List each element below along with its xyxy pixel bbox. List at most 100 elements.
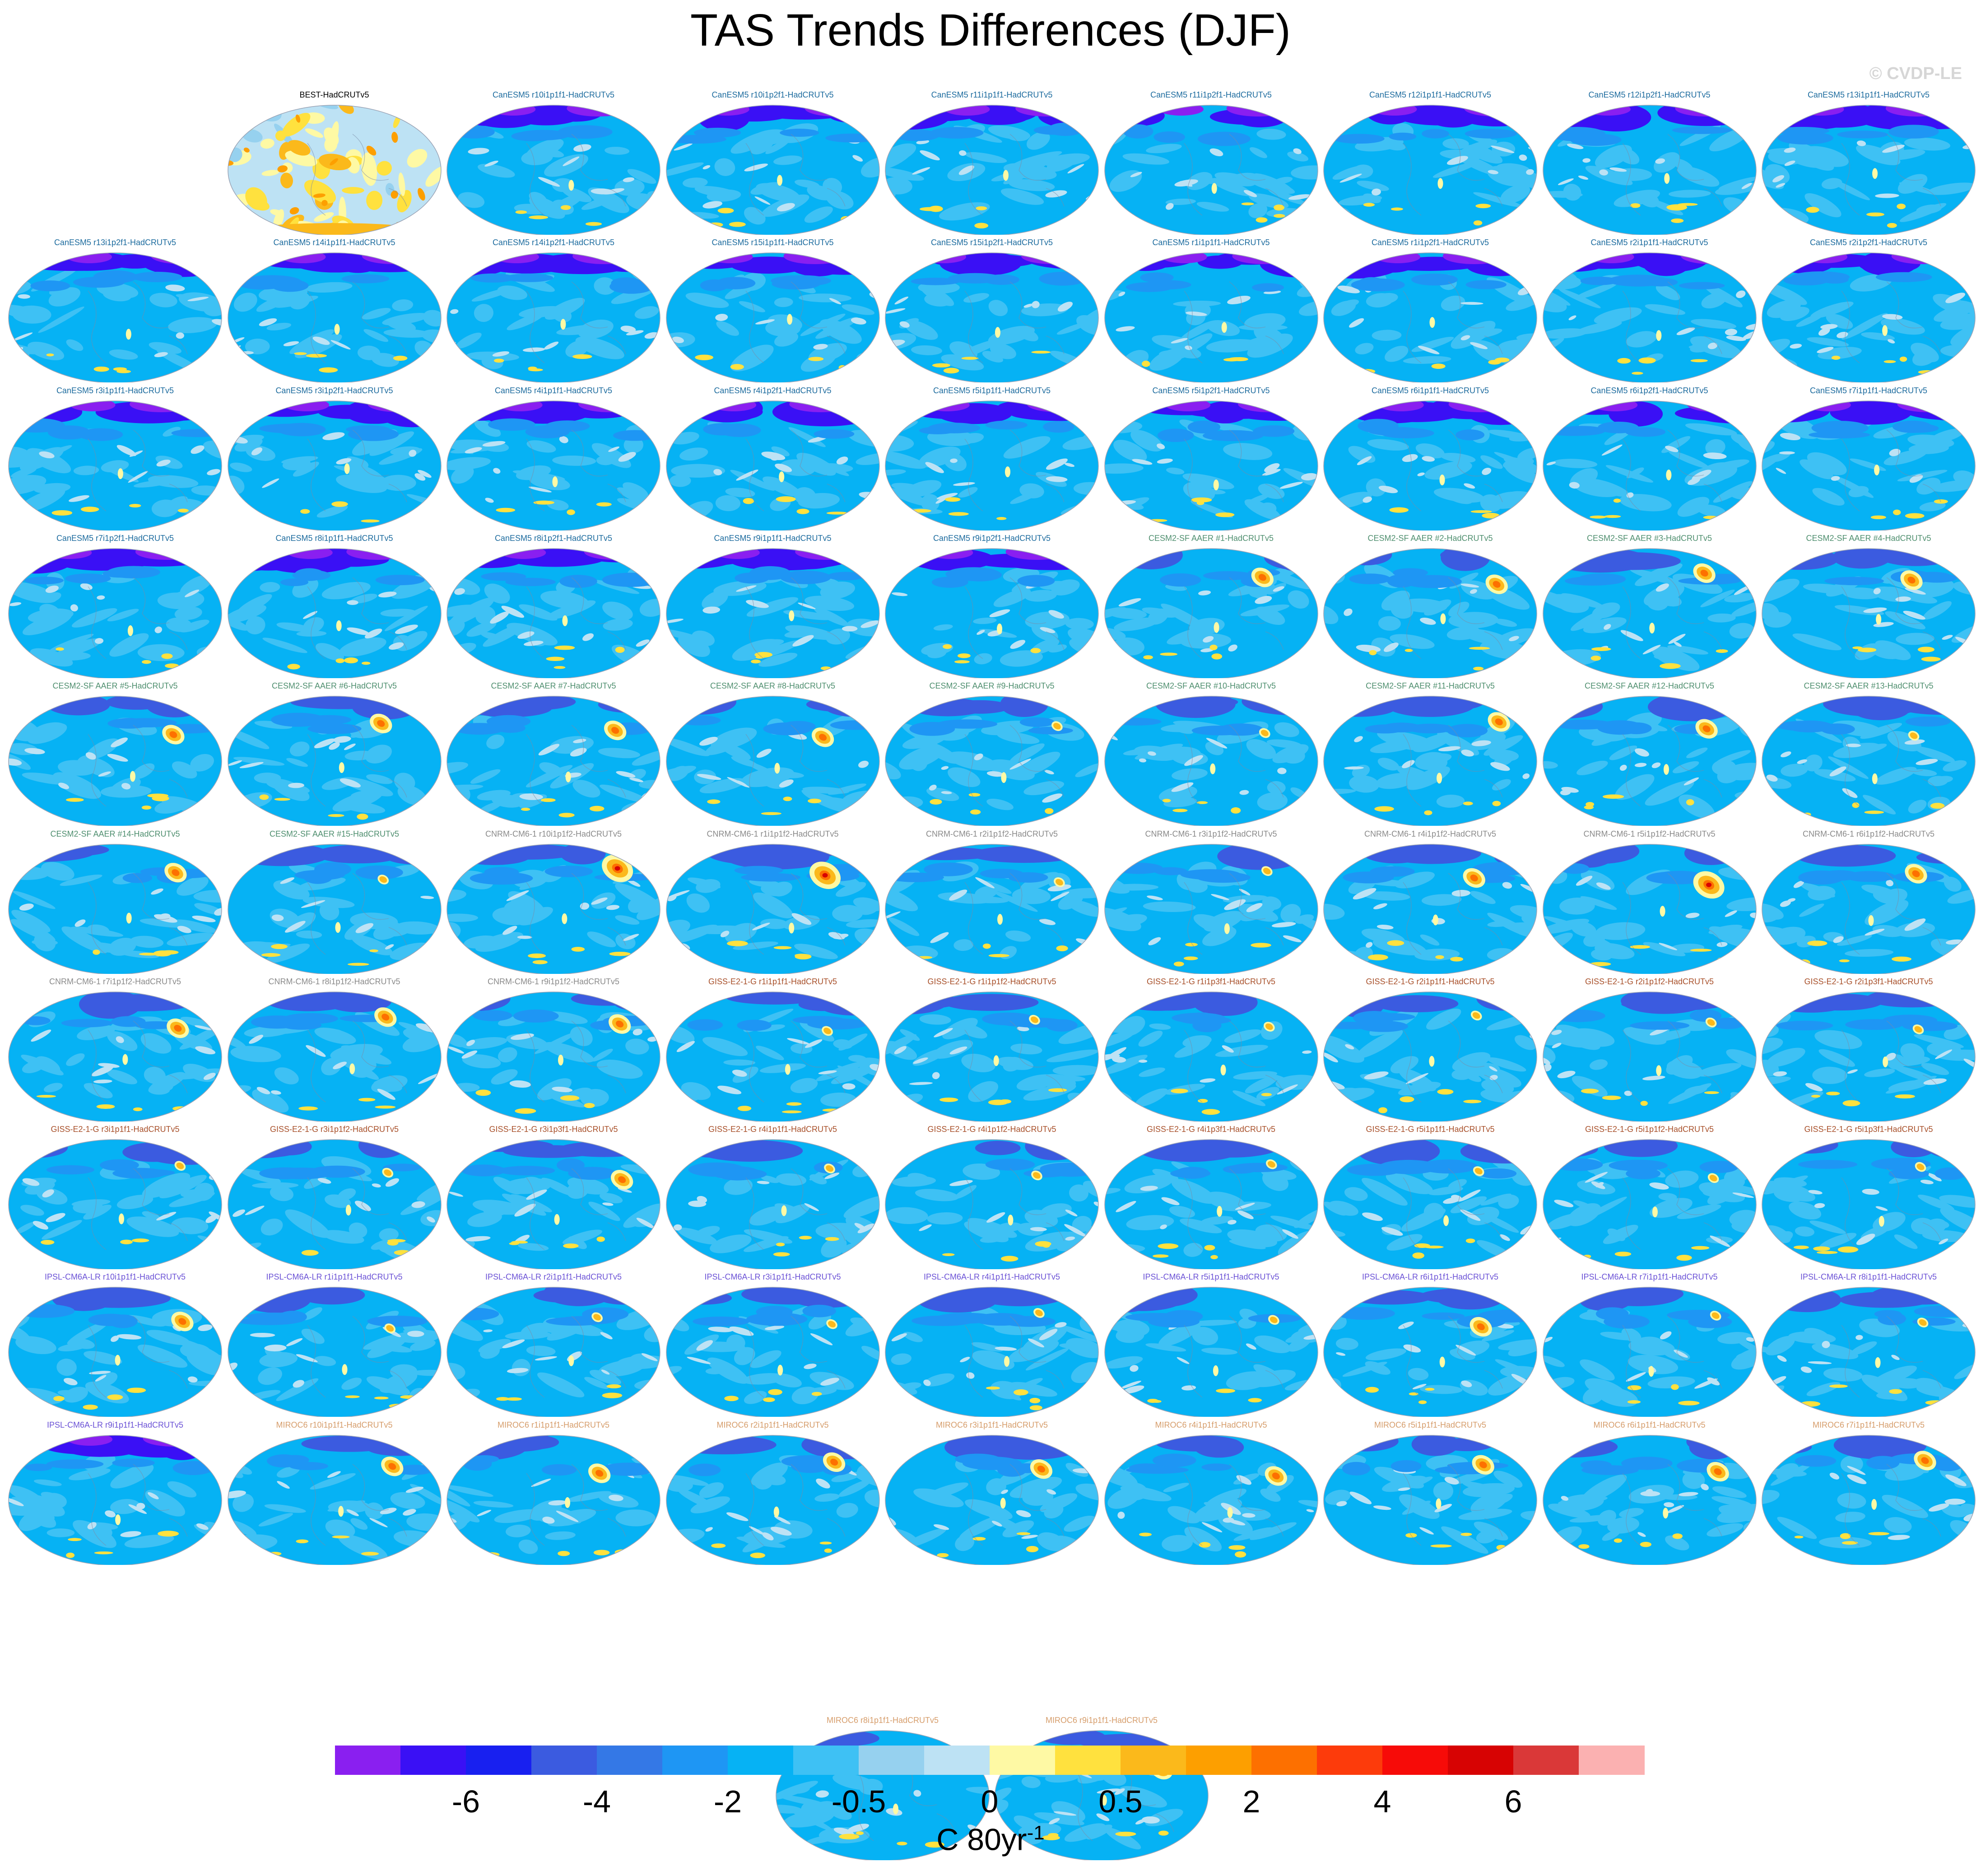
light-anomaly-patch (327, 1500, 365, 1512)
southern-warm-spot (1465, 1238, 1475, 1243)
light-anomaly-patch (1440, 452, 1476, 463)
light-anomaly-patch (1009, 1382, 1057, 1397)
map-panel: GISS-E2-1-G r3i1p1f1-HadCRUTv5 (8, 1125, 222, 1270)
light-anomaly-patch (1056, 323, 1087, 335)
midlat-cool-patch (1358, 419, 1399, 433)
near-zero-patch (280, 877, 294, 884)
midlat-cool-patch (1446, 724, 1488, 738)
light-anomaly-patch (1179, 1218, 1222, 1234)
near-zero-patch (1122, 1385, 1144, 1394)
midlat-cool-patch (504, 274, 553, 283)
midlat-cool-patch (1777, 131, 1833, 144)
light-anomaly-patch (709, 1234, 752, 1253)
near-zero-patch (1482, 467, 1492, 475)
panel-title: CNRM-CM6-1 r4i1p1f2-HadCRUTv5 (1364, 829, 1497, 838)
tropical-warm-spot (1209, 763, 1215, 775)
tropical-warm-spot (1872, 773, 1878, 785)
robinson-map (1542, 400, 1757, 531)
light-anomaly-patch (394, 773, 415, 791)
panel-title: GISS-E2-1-G r5i1p3f1-HadCRUTv5 (1804, 1125, 1933, 1134)
arctic-cold-patch (1419, 1288, 1525, 1304)
map-border (1542, 105, 1757, 235)
tropical-warm-spot (1660, 905, 1665, 917)
southern-warm-spot (129, 503, 141, 507)
light-anomaly-patch (26, 448, 71, 473)
southern-warm-spot (724, 1396, 739, 1401)
midlat-cool-patch (802, 1305, 836, 1317)
light-anomaly-patch (11, 909, 51, 932)
light-anomaly-patch (1124, 1174, 1174, 1194)
near-zero-patch (764, 1326, 784, 1331)
colorbar-box (859, 1746, 925, 1775)
light-anomaly-patch (857, 1390, 879, 1404)
southern-warm-spot (1450, 956, 1463, 962)
near-zero-patch (702, 165, 710, 169)
map-border (665, 252, 880, 383)
light-anomaly-patch (1781, 763, 1808, 777)
near-zero-patch (1905, 587, 1926, 595)
light-anomaly-patch (447, 439, 497, 452)
near-zero-patch (591, 897, 608, 905)
tropical-warm-spot (127, 625, 133, 636)
map-border (1762, 1287, 1976, 1417)
figure-title: TAS Trends Differences (DJF) (690, 5, 1291, 56)
light-anomaly-patch (1254, 1336, 1291, 1354)
near-zero-patch (1882, 314, 1903, 320)
light-anomaly-patch (446, 1540, 461, 1551)
tropical-warm-spot (893, 1803, 898, 1815)
coastline (1841, 281, 1941, 363)
near-zero-patch (542, 1516, 555, 1524)
southern-warm-spot (754, 652, 772, 658)
southern-warm-spot (585, 222, 602, 226)
tropical-warm-spot (1436, 1498, 1442, 1509)
map-panel: CanESM5 r3i1p2f1-HadCRUTv5 (227, 386, 442, 531)
near-zero-patch (1800, 1366, 1812, 1373)
hot-core (1037, 1465, 1046, 1472)
light-anomaly-patch (1904, 137, 1950, 151)
near-zero-patch (385, 944, 394, 950)
light-anomaly-patch (973, 617, 997, 624)
midlat-cool-patch (112, 1458, 155, 1467)
light-anomaly-patch (1024, 590, 1057, 602)
warm-core (1709, 1175, 1717, 1182)
light-anomaly-patch (1467, 1206, 1499, 1225)
near-zero-patch (1349, 1491, 1372, 1504)
southern-warm-spot (968, 793, 981, 797)
light-anomaly-patch (84, 1083, 113, 1099)
coastline (745, 1464, 846, 1546)
near-zero-patch (538, 177, 560, 187)
light-anomaly-patch (266, 780, 310, 794)
southern-warm-spot (1170, 1088, 1188, 1094)
near-zero-patch (128, 1504, 147, 1514)
southern-warm-spot (331, 501, 348, 507)
southern-warm-spot (602, 1392, 623, 1399)
light-anomaly-patch (783, 610, 834, 620)
light-anomaly-patch (1376, 773, 1415, 789)
near-zero-patch (63, 1378, 78, 1386)
map-panel-grid: BEST-HadCRUTv5 CanESM5 r10i1p1f1-HadCRUTv… (8, 90, 1976, 1861)
light-anomaly-patch (1423, 1203, 1444, 1221)
light-anomaly-patch (1482, 1330, 1515, 1341)
tropical-warm-spot (118, 1213, 124, 1224)
near-zero-patch (276, 1480, 290, 1489)
near-zero-patch (42, 1189, 54, 1198)
arctic-cold-patch (1581, 105, 1651, 132)
warm-core (825, 1165, 833, 1172)
near-zero-patch (1349, 318, 1364, 328)
light-anomaly-patch (541, 1178, 575, 1196)
southern-warm-spot (301, 1250, 319, 1256)
midlat-cool-patch (772, 278, 820, 290)
southern-warm-spot (1864, 810, 1884, 814)
light-anomaly-patch (365, 745, 392, 764)
robinson-map (1542, 548, 1757, 678)
coastline (1841, 1316, 1941, 1398)
panel-title: CanESM5 r3i1p1f1-HadCRUTv5 (56, 386, 174, 395)
southern-warm-spot (970, 810, 981, 815)
panel-title: CESM2-SF AAER #5-HadCRUTv5 (52, 681, 178, 691)
light-anomaly-patch (1355, 343, 1374, 355)
light-anomaly-patch (337, 1188, 356, 1201)
robinson-map (227, 252, 442, 383)
southern-warm-spot (796, 508, 809, 514)
southern-warm-spot (911, 508, 931, 513)
tropical-warm-spot (1882, 325, 1888, 336)
